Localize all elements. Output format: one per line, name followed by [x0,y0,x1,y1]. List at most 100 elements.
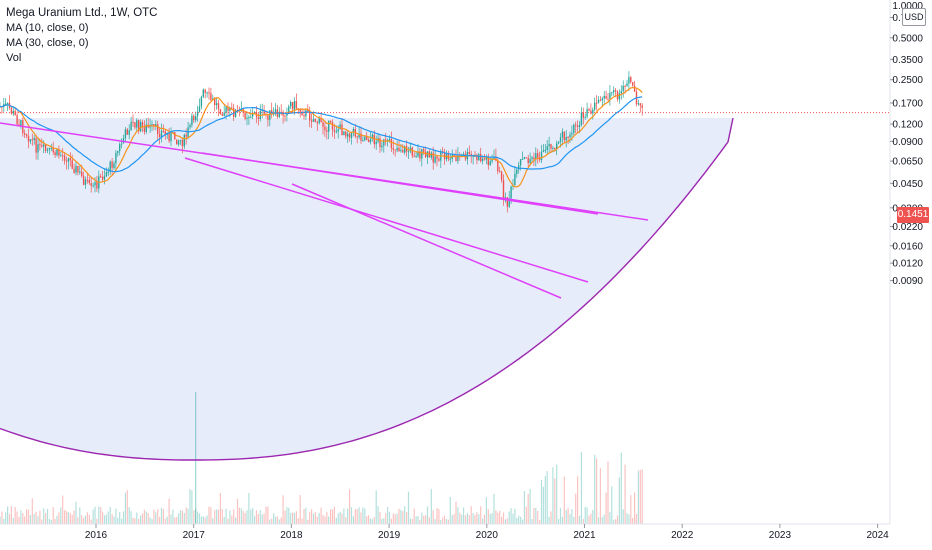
volume-bar [26,509,28,524]
volume-bar [174,517,176,524]
volume-bar [508,511,510,524]
volume-bar [398,508,400,524]
volume-bar [54,518,56,524]
candle-body [481,158,484,162]
candle-body [214,98,216,106]
candle-body [594,102,596,110]
volume-bar [573,516,575,524]
candle-body [373,134,375,145]
volume-bar [282,495,284,524]
volume-bar [35,511,37,524]
trendline[interactable] [201,152,599,215]
candle-body [293,101,296,110]
volume-bar [269,519,271,524]
volume-bar [634,492,636,524]
candle-body [109,161,111,172]
x-tick-label: 2023 [769,530,792,541]
volume-bar [43,508,45,524]
candle-body [246,117,248,119]
candle-body [565,136,567,141]
candle-body [20,120,22,126]
candle-body [229,107,231,111]
candle-body [362,140,364,142]
legend-vol[interactable]: Vol [6,52,22,64]
candle-body [527,157,529,163]
volume-bar [102,511,104,524]
candle-body [128,130,130,135]
candle-body [548,144,550,147]
y-tick-label: 0.5000 [892,33,923,44]
volume-bar [387,506,389,524]
candle-body [633,85,636,92]
volume-bar [493,493,495,524]
candle-body [453,155,455,157]
volume-bar [611,486,613,524]
candle-body [611,92,613,94]
candle-body [329,120,332,123]
candle-body [521,158,524,160]
candle-body [307,110,309,112]
candle-body [244,112,246,119]
trendline[interactable] [184,157,589,283]
candle-body [607,98,609,100]
candle-body [367,139,370,143]
volume-bar [590,513,592,524]
cup-arc[interactable] [0,117,734,461]
y-tick-label: 0.1200 [892,120,923,131]
volume-bar [157,509,159,524]
candle-body [141,122,144,126]
volume-bar [145,511,147,524]
candle-body [326,130,328,132]
candle-body [341,124,343,135]
candle-body [134,122,136,128]
candle-body [506,197,508,207]
candle-body [113,163,115,168]
candle-body [630,77,632,83]
volume-bar [575,493,577,524]
volume-bar [533,507,535,524]
volume-bar [126,490,128,524]
volume-bar [176,516,178,524]
volume-bar [407,491,410,524]
candle-body [584,116,586,118]
candle-body [271,110,273,113]
candle-body [525,157,527,159]
candle-body [609,92,611,99]
volume-bar [217,509,220,524]
candle-body [533,157,535,160]
volume-bar [409,518,411,524]
volume-bar [46,508,49,524]
candle-body [637,103,640,105]
candle-body [44,144,47,151]
candle-body [174,132,176,140]
trendline[interactable] [291,183,562,299]
volume-bar [62,495,64,524]
volume-bar [195,392,197,524]
volume-bar [273,513,275,524]
y-tick-label-top: 1.0000 [892,1,923,12]
candle-body [309,110,311,121]
volume-bar [178,513,180,524]
candle-body [73,168,75,173]
volume-bar [434,518,436,524]
legend-ma30[interactable]: MA (30, close, 0) [6,37,89,49]
volume-bar [119,512,121,524]
volume-bar [197,511,199,524]
candle-body [472,155,474,157]
candle-body [84,179,87,185]
legend-ma10[interactable]: MA (10, close, 0) [6,22,89,34]
candle-body [571,132,573,135]
volume-bar [453,513,455,524]
volume-bar [223,517,225,524]
volume-bar [166,516,168,524]
volume-bar [385,513,387,524]
volume-bar [588,515,590,524]
candle-body [462,153,465,155]
volume-bar [206,515,208,524]
volume-bar [520,516,522,524]
volume-bar [96,518,98,524]
volume-bar [476,512,478,524]
currency-unit-badge[interactable]: USD [902,8,926,26]
volume-bar [236,498,239,524]
